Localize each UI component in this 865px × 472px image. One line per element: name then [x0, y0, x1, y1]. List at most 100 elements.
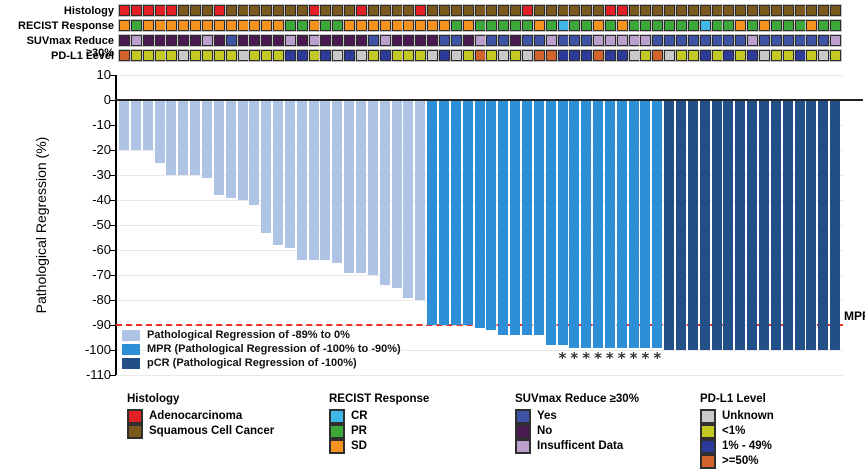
track-square-recist-59 [806, 20, 818, 31]
bar-patient-32 [486, 100, 497, 330]
bar-patient-30 [462, 100, 473, 325]
track-square-histology-46 [652, 5, 664, 16]
track-square-suvmax-54 [747, 35, 759, 46]
bottom-legend-swatch [127, 424, 143, 439]
track-square-histology-28 [439, 5, 450, 16]
track-square-suvmax-52 [723, 35, 735, 46]
y-tick-mark [110, 100, 116, 101]
track-square-pdl1-4 [154, 50, 166, 61]
legend-swatch-pcr [122, 358, 140, 369]
bottom-legend: Histology Adenocarcinoma Squamous Cell Can… [0, 385, 865, 472]
track-square-recist-9 [213, 20, 225, 31]
asterisk-marker: * [653, 349, 662, 367]
track-square-suvmax-17 [308, 35, 320, 46]
track-square-histology-8 [201, 5, 213, 16]
y-tick-mark [110, 350, 116, 351]
bar-patient-33 [498, 100, 509, 335]
y-tick-mark [110, 150, 116, 151]
track-square-suvmax-53 [735, 35, 747, 46]
bar-patient-7 [190, 100, 201, 175]
track-square-suvmax-43 [616, 35, 628, 46]
track-square-histology-22 [367, 5, 379, 16]
track-square-histology-23 [379, 5, 391, 16]
track-square-suvmax-16 [296, 35, 308, 46]
track-square-suvmax-38 [557, 35, 569, 46]
asterisk-marker: * [605, 349, 614, 367]
bar-patient-53 [735, 100, 746, 350]
track-square-suvmax-58 [794, 35, 806, 46]
track-square-suvmax-56 [770, 35, 782, 46]
track-square-pdl1-1 [119, 50, 130, 61]
track-square-histology-42 [604, 5, 616, 16]
track-square-pdl1-5 [166, 50, 178, 61]
track-square-suvmax-61 [830, 35, 842, 46]
track-square-recist-61 [830, 20, 842, 31]
bar-patient-58 [794, 100, 805, 350]
track-square-recist-3 [142, 20, 154, 31]
track-square-suvmax-25 [403, 35, 415, 46]
bottom-legend-label: 1% - 49% [722, 440, 772, 452]
track-square-suvmax-49 [687, 35, 699, 46]
bar-patient-26 [415, 100, 426, 300]
track-square-recist-7 [190, 20, 202, 31]
y-tick-mark [110, 225, 116, 226]
track-square-suvmax-11 [237, 35, 249, 46]
track-square-histology-33 [498, 5, 510, 16]
bar-patient-48 [676, 100, 687, 350]
track-square-recist-58 [794, 20, 806, 31]
track-square-recist-27 [427, 20, 439, 31]
track-square-recist-8 [201, 20, 213, 31]
track-square-pdl1-52 [723, 50, 735, 61]
track-square-suvmax-2 [130, 35, 142, 46]
track-square-recist-38 [557, 20, 569, 31]
track-square-suvmax-27 [427, 35, 439, 46]
bar-patient-24 [391, 100, 402, 288]
bar-patient-45 [640, 100, 651, 348]
bar-patient-39 [569, 100, 580, 348]
track-square-recist-52 [723, 20, 735, 31]
track-square-pdl1-26 [415, 50, 427, 61]
track-square-suvmax-36 [533, 35, 545, 46]
track-square-suvmax-46 [652, 35, 664, 46]
track-square-suvmax-3 [142, 35, 154, 46]
bar-patient-17 [308, 100, 319, 260]
track-square-suvmax-12 [249, 35, 261, 46]
track-square-histology-21 [356, 5, 368, 16]
track-square-pdl1-6 [178, 50, 190, 61]
track-square-histology-24 [391, 5, 403, 16]
bottom-legend-swatch [700, 409, 716, 424]
track-square-recist-53 [735, 20, 747, 31]
bar-patient-37 [545, 100, 556, 345]
track-square-recist-5 [166, 20, 178, 31]
track-square-recist-42 [604, 20, 616, 31]
bar-patient-13 [261, 100, 272, 233]
track-square-recist-28 [439, 20, 450, 31]
track-square-histology-55 [759, 5, 770, 16]
track-square-histology-36 [533, 5, 545, 16]
bottom-legend-swatch [329, 409, 345, 424]
track-square-histology-3 [142, 5, 154, 16]
track-square-pdl1-56 [770, 50, 782, 61]
bar-patient-31 [474, 100, 485, 328]
bar-patient-11 [237, 100, 248, 200]
track-square-pdl1-44 [628, 50, 640, 61]
track-square-histology-61 [830, 5, 842, 16]
track-square-pdl1-54 [747, 50, 759, 61]
track-square-suvmax-47 [664, 35, 676, 46]
track-square-recist-20 [344, 20, 356, 31]
track-square-histology-49 [687, 5, 699, 16]
track-square-recist-56 [770, 20, 782, 31]
track-square-suvmax-60 [818, 35, 830, 46]
legend-label-mpr: MPR (Pathological Regression of -100% to… [147, 343, 401, 355]
track-square-histology-40 [581, 5, 593, 16]
track-square-pdl1-38 [557, 50, 569, 61]
bar-patient-57 [782, 100, 793, 350]
track-square-histology-13 [261, 5, 273, 16]
y-tick-label: 10 [96, 67, 111, 82]
bar-patient-40 [581, 100, 592, 348]
y-tick-label: -80 [92, 292, 111, 307]
track-square-histology-18 [320, 5, 332, 16]
track-square-histology-48 [676, 5, 688, 16]
y-tick-mark [110, 175, 116, 176]
